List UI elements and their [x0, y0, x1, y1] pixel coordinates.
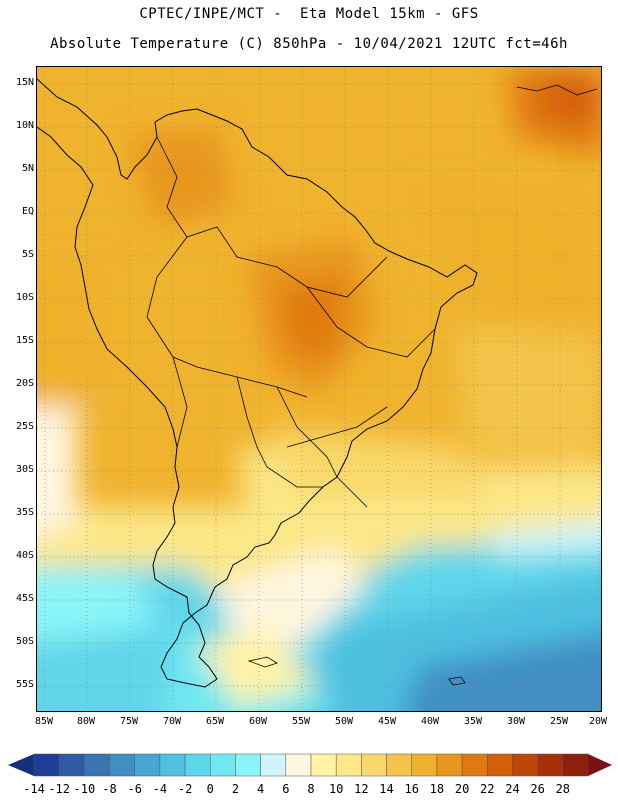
colorbar-swatch [260, 753, 287, 777]
colorbar-swatch [310, 753, 337, 777]
colorbar-swatch [33, 753, 60, 777]
colorbar-swatch [562, 753, 589, 777]
colorbar-label: 8 [307, 782, 315, 796]
lon-label: 40W [420, 716, 440, 727]
lon-label: 25W [549, 716, 569, 727]
lat-label: 55S [15, 679, 34, 690]
colorbar-svg [8, 753, 612, 777]
lat-label: 15N [15, 77, 34, 88]
colorbar-swatch [512, 753, 538, 777]
colorbar-swatch [411, 753, 438, 777]
colorbar-label: -14 [23, 782, 45, 796]
colorbar-label: -10 [73, 782, 96, 796]
colorbar-swatch [285, 753, 312, 777]
lat-label: 50S [15, 636, 34, 647]
lat-label: 5S [21, 249, 34, 260]
south-america-coastline [37, 78, 478, 688]
colorbar-label: 24 [505, 782, 520, 796]
lat-label: EQ [21, 206, 34, 217]
colorbar-label: -8 [102, 782, 117, 796]
colorbar-swatch [84, 753, 110, 777]
colorbar-swatch [487, 753, 513, 777]
colorbar-label: 10 [328, 782, 344, 796]
lon-label: 20W [588, 716, 608, 727]
colorbar-swatch [159, 753, 186, 777]
lat-label: 25S [15, 421, 34, 432]
lat-label: 40S [15, 550, 34, 561]
lat-label: 30S [15, 464, 34, 475]
lon-label: 45W [377, 716, 397, 727]
colorbar-label: 22 [480, 782, 495, 796]
colorbar-arrow-low [8, 754, 34, 776]
lon-label: 50W [334, 716, 354, 727]
lat-label: 15S [15, 335, 34, 346]
colorbar-swatch [58, 753, 85, 777]
lat-label: 45S [15, 593, 34, 604]
title-line-1: CPTEC/INPE/MCT - Eta Model 15km - GFS [139, 6, 479, 22]
colorbar-label: 26 [530, 782, 545, 796]
colorbar [0, 752, 618, 800]
colorbar-label: 28 [555, 782, 571, 796]
lon-label: 60W [248, 716, 268, 727]
lat-label: 5N [21, 163, 34, 174]
lon-label: 80W [76, 716, 96, 727]
colorbar-label: 18 [429, 782, 445, 796]
colorbar-label: 20 [454, 782, 470, 796]
lon-label: 30W [506, 716, 526, 727]
lat-label: 35S [15, 507, 34, 518]
colorbar-swatch [436, 753, 463, 777]
colorbar-label: 2 [231, 782, 240, 796]
colorbar-swatch [210, 753, 236, 777]
colorbar-arrow-high [588, 754, 612, 776]
colorbar-label: 14 [379, 782, 394, 796]
lon-label: 70W [162, 716, 182, 727]
lon-label: 55W [291, 716, 311, 727]
colorbar-label: 0 [206, 782, 214, 796]
falklands [247, 656, 278, 668]
colorbar-swatch [537, 753, 564, 777]
map-svg [37, 67, 601, 711]
lon-label: 75W [119, 716, 139, 727]
lat-label: 20S [15, 378, 34, 389]
south-georgia [448, 676, 466, 686]
colorbar-label: 6 [282, 782, 290, 796]
colorbar-label: -12 [48, 782, 71, 796]
lon-label: 85W [34, 716, 54, 727]
lat-label: 10N [15, 120, 34, 131]
caribbean-islands [516, 84, 598, 96]
lat-label: 10S [15, 292, 34, 303]
title-line-2: Absolute Temperature (C) 850hPa - 10/04/… [50, 36, 568, 52]
colorbar-label: -2 [177, 782, 193, 796]
colorbar-swatch [109, 753, 135, 777]
colorbar-swatch [461, 753, 488, 777]
colorbar-swatch [386, 753, 412, 777]
lon-label: 65W [205, 716, 225, 727]
lon-label: 35W [463, 716, 483, 727]
colorbar-label: 4 [257, 782, 265, 796]
colorbar-swatch [134, 753, 161, 777]
country-borders [146, 136, 436, 508]
colorbar-label: 16 [404, 782, 419, 796]
colorbar-label: 12 [354, 782, 369, 796]
colorbar-swatch [184, 753, 211, 777]
temperature-map [36, 66, 602, 712]
colorbar-label: -4 [152, 782, 168, 796]
colorbar-swatch [235, 753, 261, 777]
colorbar-swatch [335, 753, 362, 777]
colorbar-label: -6 [127, 782, 142, 796]
temperature-field [37, 67, 601, 711]
colorbar-swatch [361, 753, 387, 777]
